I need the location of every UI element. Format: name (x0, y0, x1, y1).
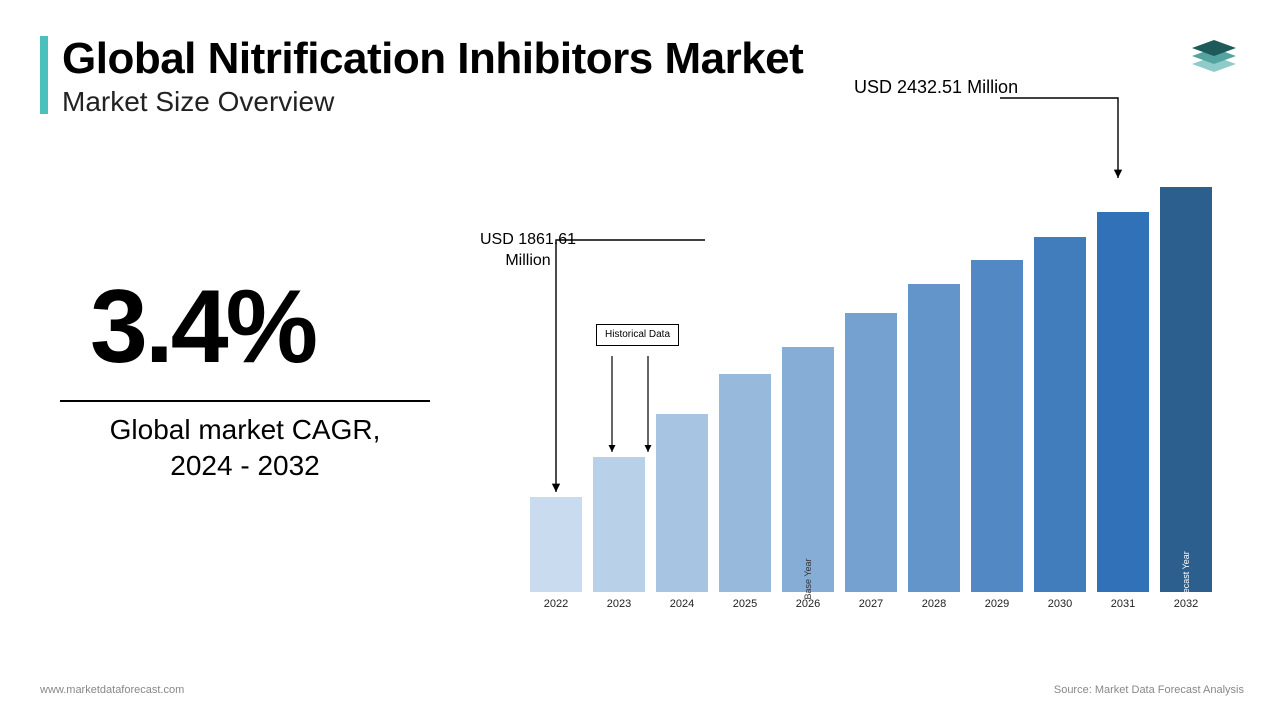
bar-2027: 2027 (845, 313, 897, 592)
bar-rect-2029 (971, 260, 1023, 592)
bar-2031: 2031 (1097, 212, 1149, 592)
bar-rect-2024 (656, 414, 708, 592)
year-label-2029: 2029 (971, 598, 1023, 610)
bar-rect-2027 (845, 313, 897, 592)
end-value-callout: USD 2432.51 Million (854, 76, 1018, 99)
year-label-2023: 2023 (593, 598, 645, 610)
bar-2028: 2028 (908, 284, 960, 592)
year-label-2031: 2031 (1097, 598, 1149, 610)
year-label-2025: 2025 (719, 598, 771, 610)
bar-2025: 2025 (719, 374, 771, 592)
year-label-2024: 2024 (656, 598, 708, 610)
bar-rect-2026: Base Year (782, 347, 834, 592)
footer-url: www.marketdataforecast.com (40, 684, 184, 696)
year-label-2027: 2027 (845, 598, 897, 610)
page-subtitle: Market Size Overview (62, 86, 334, 118)
bar-2030: 2030 (1034, 237, 1086, 592)
bar-chart: 2022202320242025Base Year202620272028202… (530, 165, 1230, 620)
header-accent (40, 36, 48, 114)
cagr-caption-line2: 2024 - 2032 (170, 450, 319, 481)
bar-rect-2028 (908, 284, 960, 592)
bar-2029: 2029 (971, 260, 1023, 592)
bar-internal-label-2026: Base Year (803, 558, 813, 599)
bar-2024: 2024 (656, 414, 708, 592)
bar-rect-2022 (530, 497, 582, 592)
divider (60, 400, 430, 402)
year-label-2032: 2032 (1160, 598, 1212, 610)
year-label-2028: 2028 (908, 598, 960, 610)
bar-2032: Forecast Year2032 (1160, 187, 1212, 592)
brand-logo (1184, 28, 1244, 89)
bar-rect-2031 (1097, 212, 1149, 592)
bar-2026: Base Year2026 (782, 347, 834, 592)
cagr-caption-line1: Global market CAGR, (110, 414, 381, 445)
bar-rect-2025 (719, 374, 771, 592)
cagr-value: 3.4% (90, 268, 315, 387)
bar-rect-2030 (1034, 237, 1086, 592)
year-label-2022: 2022 (530, 598, 582, 610)
page-title: Global Nitrification Inhibitors Market (62, 34, 803, 84)
bar-2023: 2023 (593, 457, 645, 592)
footer-source: Source: Market Data Forecast Analysis (1054, 684, 1244, 696)
cagr-caption: Global market CAGR, 2024 - 2032 (60, 412, 430, 485)
bar-rect-2023 (593, 457, 645, 592)
year-label-2026: 2026 (782, 598, 834, 610)
year-label-2030: 2030 (1034, 598, 1086, 610)
bar-rect-2032: Forecast Year (1160, 187, 1212, 592)
bar-2022: 2022 (530, 497, 582, 592)
